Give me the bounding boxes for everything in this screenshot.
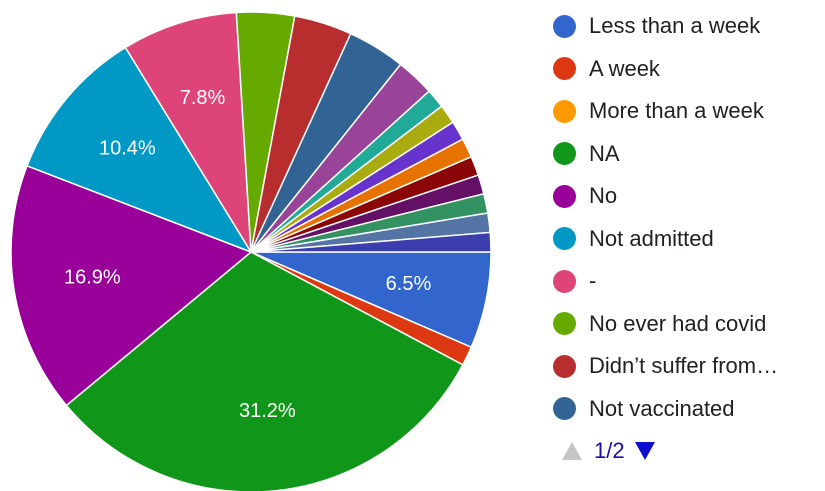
pie-data-label: 7.8% — [180, 87, 226, 109]
pie-data-label: 6.5% — [386, 273, 432, 295]
triangle-up-icon[interactable] — [562, 442, 582, 460]
legend-item-more-than-a-week[interactable]: More than a week — [553, 90, 825, 133]
legend-swatch — [553, 397, 576, 421]
pie-slice-20[interactable] — [250, 231, 492, 253]
legend-label: No — [589, 183, 618, 209]
pie-slice-5[interactable] — [10, 164, 253, 407]
legend-label: Didn’t suffer from… — [589, 353, 779, 379]
legend-label: A week — [589, 55, 660, 81]
legend-swatch — [553, 14, 576, 38]
pie-data-label: 31.2% — [239, 400, 296, 422]
legend-swatch — [553, 142, 576, 166]
legend-item-didnt-suffer[interactable]: Didn’t suffer from… — [553, 345, 825, 388]
page-indicator: 1/2 — [594, 438, 625, 463]
legend-swatch — [553, 269, 576, 293]
legend-label: Less than a week — [589, 13, 761, 39]
legend-item-not-admitted[interactable]: Not admitted — [553, 218, 825, 261]
legend-label: Not admitted — [589, 225, 714, 251]
legend-item-less-than-a-week[interactable]: Less than a week — [553, 5, 825, 48]
triangle-down-icon[interactable] — [634, 442, 655, 460]
pie-data-label: 10.4% — [99, 137, 156, 159]
legend-label: More than a week — [589, 98, 764, 124]
legend-label: No ever had covid — [589, 310, 767, 336]
legend-swatch — [553, 312, 576, 336]
legend-swatch — [553, 227, 576, 251]
legend-swatch — [553, 99, 576, 123]
pie-chart: 6.5% 31.2% 16.9% 10.4% 7.8% — [10, 11, 492, 491]
legend-item-no[interactable]: No — [553, 175, 825, 218]
legend-item-not-vaccinated[interactable]: Not vaccinated — [553, 388, 825, 431]
legend-swatch — [553, 354, 576, 378]
legend: Less than a week A week More than a week… — [553, 5, 825, 430]
legend-label: Not vaccinated — [589, 395, 735, 421]
pie-data-label: 16.9% — [64, 266, 121, 288]
legend-pager: 1/2 — [562, 438, 655, 464]
legend-label: NA — [589, 140, 620, 166]
pie-slice-7[interactable] — [124, 11, 252, 253]
legend-label: - — [589, 268, 597, 294]
legend-swatch — [553, 57, 576, 81]
legend-item-a-week[interactable]: A week — [553, 48, 825, 91]
legend-item-dash[interactable]: - — [553, 260, 825, 303]
pie-slice-6[interactable] — [26, 46, 253, 254]
legend-item-no-ever-had-covid[interactable]: No ever had covid — [553, 303, 825, 346]
legend-item-na[interactable]: NA — [553, 133, 825, 176]
legend-swatch — [553, 184, 576, 208]
